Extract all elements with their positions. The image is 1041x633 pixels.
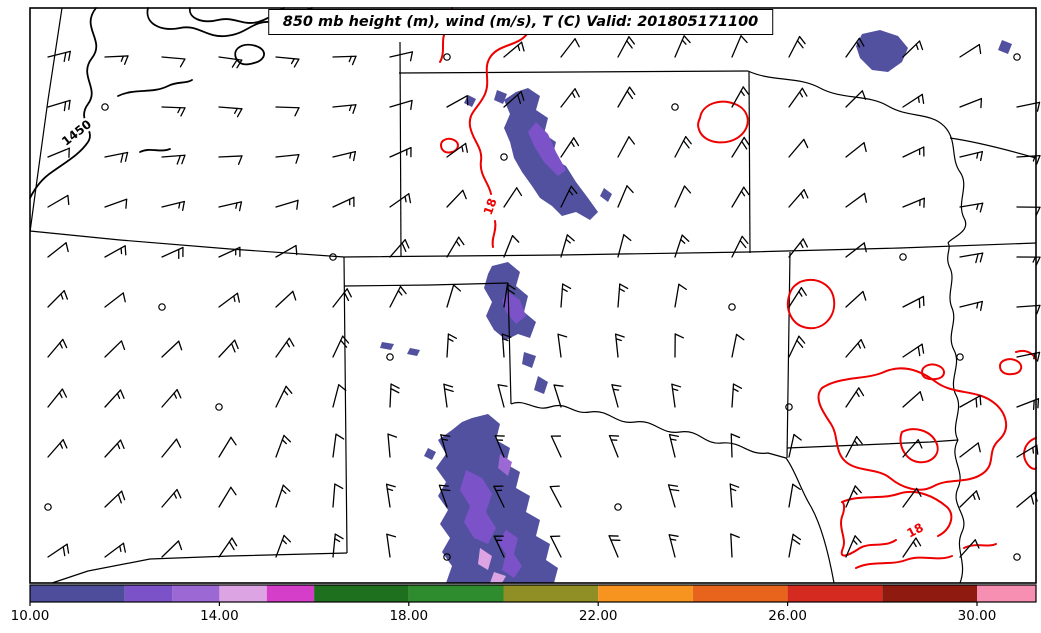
temperature-contours <box>439 7 1037 569</box>
map-frame <box>29 7 1037 584</box>
svg-text:26.00: 26.00 <box>768 608 807 624</box>
wind-barbs <box>44 35 1041 561</box>
svg-text:18: 18 <box>481 196 500 216</box>
svg-text:10.00: 10.00 <box>11 608 50 624</box>
shaded-temperature-regions <box>380 30 1012 583</box>
svg-text:14.00: 14.00 <box>200 608 239 624</box>
svg-text:18.00: 18.00 <box>389 608 428 624</box>
plot-title: 850 mb height (m), wind (m/s), T (C) Val… <box>282 14 759 30</box>
svg-text:30.00: 30.00 <box>958 608 997 624</box>
svg-text:18: 18 <box>904 520 925 540</box>
title-box: 850 mb height (m), wind (m/s), T (C) Val… <box>267 9 774 35</box>
colorbar <box>29 584 1037 603</box>
colorbar-tick-labels: 10.00 14.00 18.00 22.00 26.00 30.00 <box>11 602 997 624</box>
state-borders <box>29 7 1037 584</box>
height-contours <box>29 7 313 199</box>
svg-text:22.00: 22.00 <box>579 608 618 624</box>
